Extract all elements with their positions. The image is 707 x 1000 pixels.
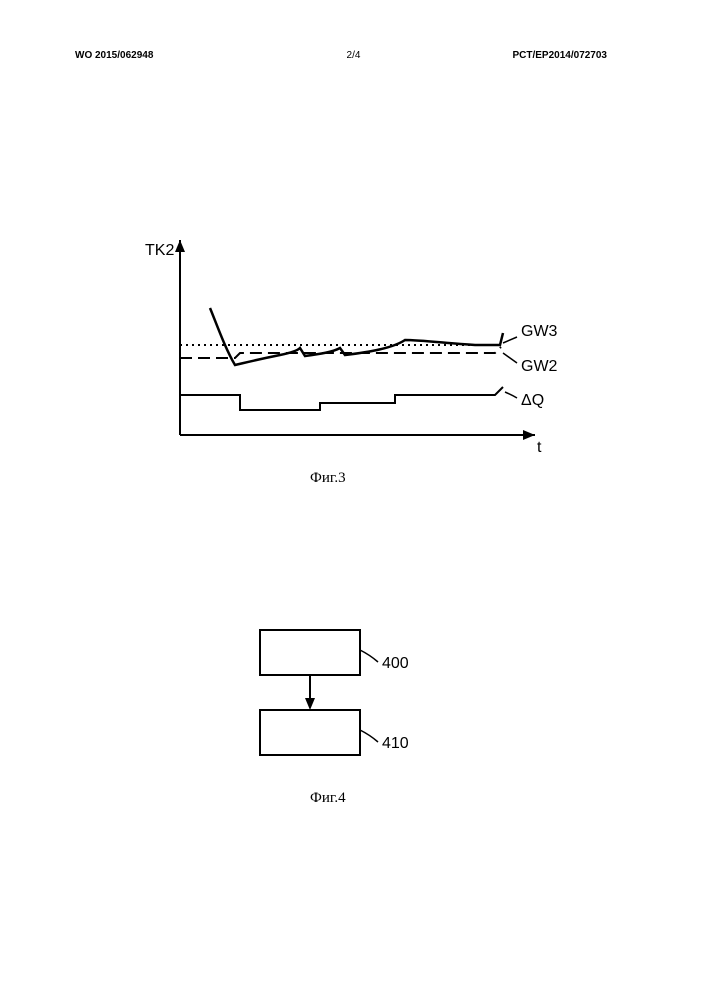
gw2-label: GW2 [521, 358, 558, 375]
box-400-label: 400 [382, 655, 409, 672]
box-410-label: 410 [382, 735, 409, 752]
box-400 [260, 630, 360, 675]
gw3-label: GW3 [521, 323, 558, 340]
header-page-number: 2/4 [347, 50, 361, 61]
figure-3-caption: Фиг.3 [310, 470, 346, 487]
y-axis-label: TK2 [145, 242, 174, 259]
header-left-pub: WO 2015/062948 [75, 50, 153, 61]
figure-4-caption: Фиг.4 [310, 790, 346, 807]
x-axis-label: t [537, 439, 542, 456]
page-header: WO 2015/062948 2/4 PCT/EP2014/072703 [0, 50, 707, 70]
box-410 [260, 710, 360, 755]
figure-4-flowchart: 400 410 [225, 620, 475, 790]
dq-label: ΔQ [521, 392, 544, 409]
header-right-pct: PCT/EP2014/072703 [512, 50, 607, 61]
figure-3-chart: TK2 t GW3 GW2 ΔQ [145, 240, 575, 470]
